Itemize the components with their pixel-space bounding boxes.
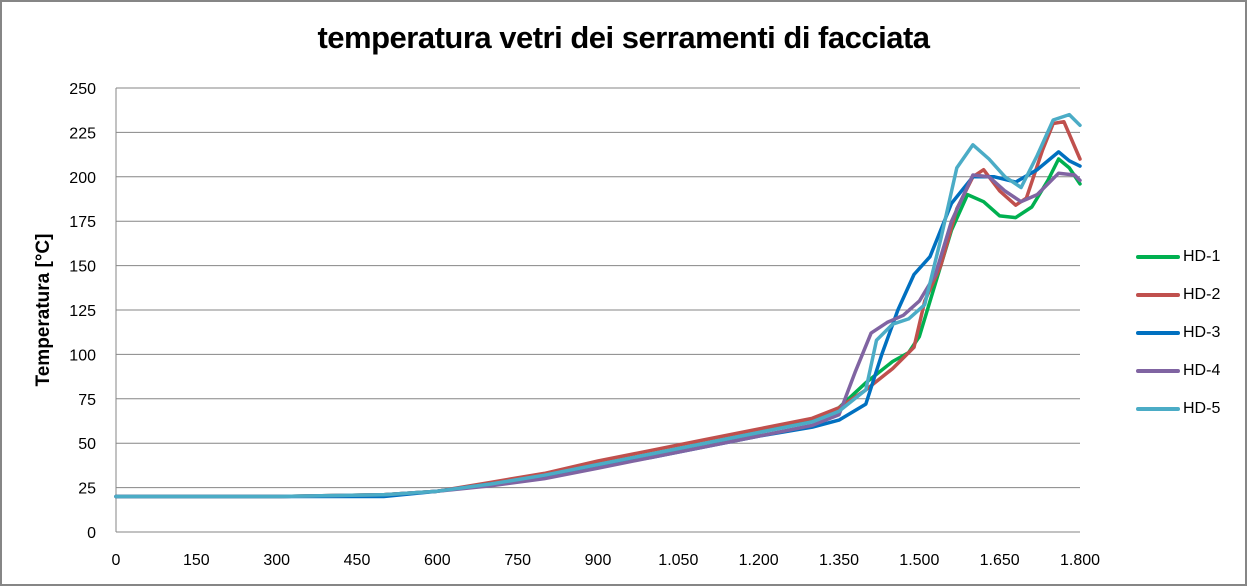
legend-item-hd-4: HD-4 <box>1136 352 1220 390</box>
y-tick-label: 125 <box>69 303 96 320</box>
x-tick-label: 750 <box>504 552 531 569</box>
chart-title: temperatura vetri dei serramenti di facc… <box>317 20 930 55</box>
legend-item-hd-1: HD-1 <box>1136 238 1220 276</box>
legend-item-hd-2: HD-2 <box>1136 276 1220 314</box>
series-line-hd-4 <box>114 171 1082 499</box>
data-series <box>114 112 1082 499</box>
legend-swatch-hd-2 <box>1136 293 1180 297</box>
axes <box>115 88 1080 533</box>
y-tick-label: 225 <box>69 125 96 142</box>
legend-label-hd-1: HD-1 <box>1183 248 1221 265</box>
legend-label-hd-4: HD-4 <box>1183 362 1221 379</box>
x-tick-label: 600 <box>424 552 451 569</box>
y-tick-label: 25 <box>78 481 96 498</box>
legend-item-hd-3: HD-3 <box>1136 314 1220 352</box>
y-tick-label: 250 <box>69 81 96 98</box>
y-tick-labels: 0 25 50 75 100 125 150 175 200 225 250 <box>69 81 96 542</box>
x-tick-label: 0 <box>112 552 121 569</box>
y-tick-label: 200 <box>69 170 96 187</box>
legend-label-hd-5: HD-5 <box>1183 400 1221 417</box>
legend-label-hd-2: HD-2 <box>1183 286 1221 303</box>
x-tick-labels: 0 150 300 450 600 750 900 1.050 1.200 1.350 1.500 1… <box>112 552 1101 569</box>
y-tick-label: 50 <box>78 436 96 453</box>
x-tick-label: 450 <box>344 552 371 569</box>
legend-swatch-hd-3 <box>1136 331 1180 335</box>
x-tick-label: 1.800 <box>1060 552 1100 569</box>
legend-item-hd-5: HD-5 <box>1136 390 1220 428</box>
x-tick-label: 1.050 <box>658 552 698 569</box>
series-line-hd-3 <box>114 150 1082 499</box>
x-tick-label: 900 <box>585 552 612 569</box>
x-tick-label: 1.650 <box>980 552 1020 569</box>
legend-swatch-hd-5 <box>1136 407 1180 411</box>
x-tick-label: 1.350 <box>819 552 859 569</box>
legend-swatch-hd-1 <box>1136 255 1180 259</box>
y-tick-label: 75 <box>78 392 96 409</box>
legend: HD-1 HD-2 HD-3 HD-4 HD-5 <box>1136 238 1220 428</box>
y-tick-label: 175 <box>69 214 96 231</box>
series-line-hd-5 <box>114 112 1082 499</box>
y-tick-label: 100 <box>69 347 96 364</box>
y-tick-label: 150 <box>69 259 96 276</box>
x-tick-label: 1.500 <box>899 552 939 569</box>
x-tick-label: 300 <box>263 552 290 569</box>
x-tick-label: 1.200 <box>739 552 779 569</box>
legend-label-hd-3: HD-3 <box>1183 324 1221 341</box>
legend-swatch-hd-4 <box>1136 369 1180 373</box>
gridlines <box>116 87 1080 489</box>
series-line-hd-1 <box>114 157 1082 499</box>
x-tick-label: 150 <box>183 552 210 569</box>
y-tick-label: 0 <box>87 525 96 542</box>
series-line-hd-2 <box>114 119 1082 499</box>
